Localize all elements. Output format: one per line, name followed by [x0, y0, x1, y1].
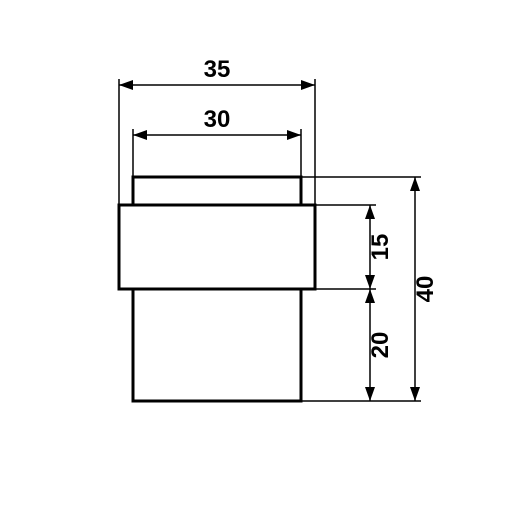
- part-top: [133, 177, 301, 205]
- dim-40-label: 40: [412, 276, 439, 303]
- part-flange: [119, 205, 315, 289]
- dim-15-label: 15: [367, 234, 394, 261]
- dim-30-label: 30: [204, 106, 231, 133]
- dim-35-label: 35: [204, 56, 231, 83]
- part-base: [133, 289, 301, 401]
- dim-20-label: 20: [367, 332, 394, 359]
